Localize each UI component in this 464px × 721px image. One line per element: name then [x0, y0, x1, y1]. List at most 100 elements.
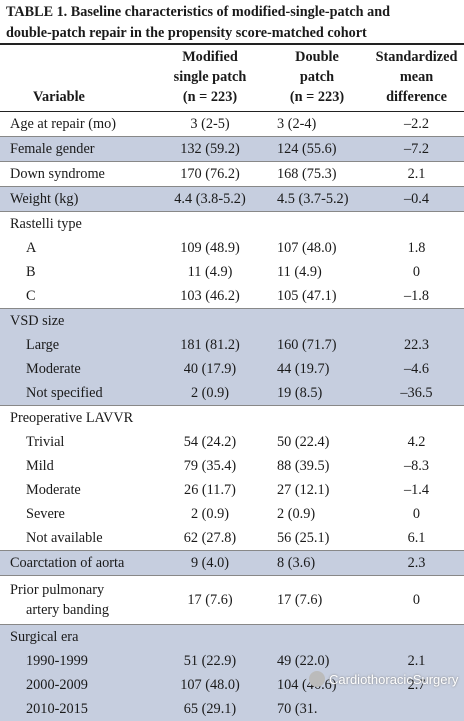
- cell-double-patch: 17 (7.6): [277, 591, 323, 608]
- cell-double-patch: 27 (12.1): [277, 482, 330, 498]
- row-label: Down syndrome: [10, 166, 105, 182]
- cell-std-mean-difference: [369, 624, 464, 649]
- cell-modified-single-patch: 2 (0.9): [190, 506, 230, 522]
- cell-double-patch: 168 (75.3): [277, 166, 337, 182]
- cell-modified-single-patch: 103 (46.2): [180, 288, 240, 304]
- cell-modified-single-patch: 11 (4.9): [187, 264, 233, 280]
- cell-std-mean-difference: –8.3: [403, 458, 430, 474]
- cell-double-patch: 49 (22.0): [265, 648, 369, 673]
- row-label: 1990-1999: [0, 648, 155, 673]
- cell-modified-single-patch: 107 (48.0): [155, 672, 265, 697]
- table-row: Female gender 132 (59.2) 124 (55.6) –7.2: [0, 137, 464, 162]
- row-label: Surgical era: [0, 624, 155, 649]
- cell-std-mean-difference: [369, 406, 464, 430]
- table-row: A 109 (48.9) 107 (48.0) 1.8: [0, 236, 464, 260]
- table-row: Severe 2 (0.9) 2 (0.9) 0: [0, 502, 464, 526]
- cell-modified-single-patch: 54 (24.2): [183, 434, 237, 450]
- cell-double-patch: [265, 406, 369, 430]
- cell-std-mean-difference: 2.1: [369, 648, 464, 673]
- row-label: Rastelli type: [10, 216, 82, 232]
- cell-std-mean-difference: –7.2: [369, 137, 464, 162]
- table-row: C 103 (46.2) 105 (47.1) –1.8: [0, 284, 464, 309]
- cell-std-mean-difference: –4.6: [369, 357, 464, 381]
- cell-double-patch: 88 (39.5): [277, 458, 330, 474]
- row-separator: [0, 308, 464, 309]
- table-row: Preoperative LAVVR: [0, 406, 464, 430]
- baseline-table: Variable Modified single patch (n = 223) D…: [0, 45, 464, 721]
- row-label: C: [26, 288, 36, 304]
- cell-std-mean-difference: 0: [412, 506, 421, 522]
- row-separator: [0, 161, 464, 162]
- cell-double-patch: 50 (22.4): [277, 434, 330, 450]
- cell-double-patch: [265, 212, 369, 236]
- cell-double-patch: 56 (25.1): [277, 530, 330, 546]
- cell-std-mean-difference: 22.3: [369, 333, 464, 357]
- table-row: Prior pulmonary artery banding 17 (7.6) 17 …: [0, 576, 464, 624]
- header-modified-single-patch: Modified single patch (n = 223): [173, 49, 247, 105]
- table-row: Weight (kg) 4.4 (3.8-5.2) 4.5 (3.7-5.2) –0.…: [0, 187, 464, 212]
- table-row: VSD size: [0, 309, 464, 333]
- row-label: 2000-2009: [0, 672, 155, 697]
- row-label: Female gender: [0, 137, 155, 162]
- watermark-text: CardiothoracicSurgery: [329, 671, 459, 687]
- cell-modified-single-patch: 26 (11.7): [184, 482, 236, 498]
- cell-modified-single-patch: 170 (76.2): [180, 166, 240, 182]
- cell-double-patch: [265, 624, 369, 649]
- row-label: Severe: [26, 506, 65, 522]
- row-label: Moderate: [0, 357, 155, 381]
- watermark: CardiothoracicSurgery: [309, 671, 458, 687]
- table-row: Coarctation of aorta 9 (4.0) 8 (3.6) 2.3: [0, 551, 464, 576]
- header-row: Variable Modified single patch (n = 223) D…: [0, 45, 464, 112]
- table-row: 2010-2015 65 (29.1) 70 (31.: [0, 696, 464, 721]
- cell-double-patch: 44 (19.7): [265, 357, 369, 381]
- cell-modified-single-patch: 17 (7.6): [187, 591, 233, 608]
- cell-std-mean-difference: 2.7: [369, 672, 464, 697]
- cell-modified-single-patch: 4.4 (3.8-5.2): [155, 187, 265, 212]
- cell-modified-single-patch: 40 (17.9): [155, 357, 265, 381]
- cell-std-mean-difference: [369, 696, 464, 721]
- cell-double-patch: 70 (31.: [265, 696, 369, 721]
- caption-line-1: TABLE 1. Baseline characteristics of mod…: [6, 4, 390, 20]
- row-label: B: [26, 264, 36, 280]
- cell-modified-single-patch: 2 (0.9): [155, 381, 265, 406]
- table-row: Age at repair (mo) 3 (2-5) 3 (2-4) –2.2: [0, 112, 464, 137]
- row-label: Trivial: [26, 434, 65, 450]
- row-separator: [0, 550, 464, 551]
- cell-modified-single-patch: [155, 624, 265, 649]
- cell-double-patch: 4.5 (3.7-5.2): [265, 187, 369, 212]
- cell-modified-single-patch: [155, 212, 265, 236]
- cell-std-mean-difference: [369, 309, 464, 333]
- cell-std-mean-difference: –36.5: [369, 381, 464, 406]
- row-separator: [0, 186, 464, 187]
- cell-modified-single-patch: 62 (27.8): [183, 530, 237, 546]
- cell-std-mean-difference: 2.3: [369, 551, 464, 576]
- cell-std-mean-difference: 1.8: [407, 240, 426, 256]
- top-rule: [0, 43, 464, 45]
- row-separator: [0, 623, 464, 625]
- table-row: 1990-1999 51 (22.9) 49 (22.0) 2.1: [0, 648, 464, 673]
- table-row: Not specified 2 (0.9) 19 (8.5) –36.5: [0, 381, 464, 406]
- cell-std-mean-difference: 0: [412, 591, 421, 608]
- row-label: Coarctation of aorta: [0, 551, 155, 576]
- cell-double-patch: 124 (55.6): [265, 137, 369, 162]
- cell-modified-single-patch: 3 (2-5): [190, 116, 230, 132]
- cell-modified-single-patch: 51 (22.9): [155, 648, 265, 673]
- row-label: Prior pulmonary artery banding: [10, 581, 109, 618]
- cell-modified-single-patch: [155, 406, 265, 430]
- row-label: Not specified: [0, 381, 155, 406]
- cell-std-mean-difference: 6.1: [407, 530, 426, 546]
- table-row: Down syndrome 170 (76.2) 168 (75.3) 2.1: [0, 162, 464, 187]
- table-row: Mild 79 (35.4) 88 (39.5) –8.3: [0, 454, 464, 478]
- cell-std-mean-difference: –1.4: [403, 482, 430, 498]
- table-row: Large 181 (81.2) 160 (71.7) 22.3: [0, 333, 464, 357]
- cell-modified-single-patch: 65 (29.1): [155, 696, 265, 721]
- row-label: Weight (kg): [0, 187, 155, 212]
- cell-std-mean-difference: –1.8: [403, 288, 430, 304]
- header-variable: Variable: [33, 89, 85, 105]
- cell-double-patch: 105 (47.1): [277, 288, 337, 304]
- cell-std-mean-difference: 2.1: [407, 166, 426, 182]
- cell-double-patch: 2 (0.9): [277, 506, 316, 522]
- cell-double-patch: 107 (48.0): [277, 240, 337, 256]
- cell-modified-single-patch: [155, 309, 265, 333]
- cell-modified-single-patch: 9 (4.0): [155, 551, 265, 576]
